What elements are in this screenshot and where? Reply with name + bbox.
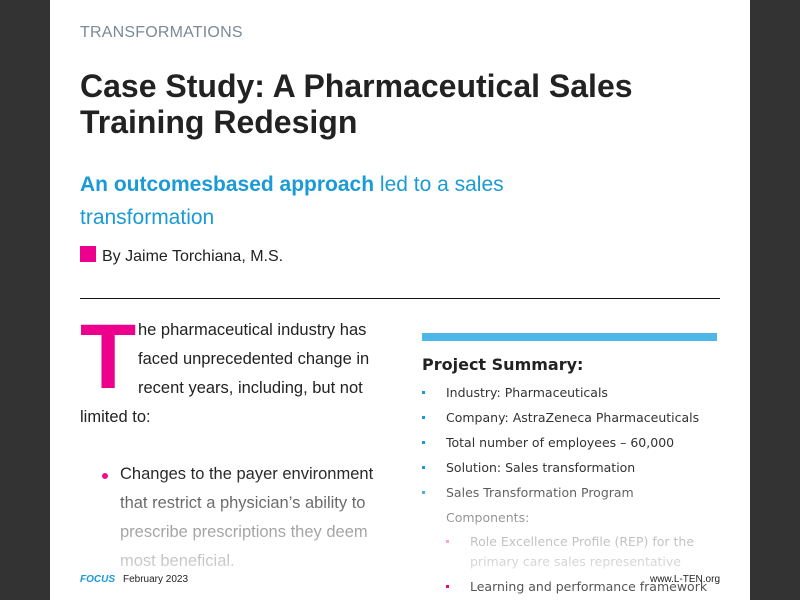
article-subtitle: An outcomesbased approach led to a sales…: [80, 168, 640, 234]
project-summary-box: Project Summary: Industry: Pharmaceutica…: [422, 333, 717, 600]
summary-accent-bar: [422, 333, 717, 341]
summary-item: Industry: Pharmaceuticals: [422, 380, 717, 405]
magenta-square-icon: [80, 246, 96, 262]
byline: By Jaime Torchiana, M.S.: [80, 246, 284, 266]
article-body: T he pharmaceutical industry has faced u…: [80, 306, 400, 576]
intro-paragraph: he pharmaceutical industry has faced unp…: [80, 321, 370, 426]
publication-name: FOCUS: [80, 574, 115, 585]
section-label: TRANSFORMATIONS: [80, 24, 243, 41]
footer-left: FOCUS February 2023: [80, 574, 188, 585]
summary-list: Industry: Pharmaceuticals Company: Astra…: [422, 380, 717, 530]
bullet-item: Changes to the payer environment that re…: [100, 460, 400, 576]
summary-sub-item: Role Excellence Profile (REP) for the pr…: [446, 530, 717, 575]
summary-heading: Project Summary:: [422, 355, 584, 374]
issue-date: February 2023: [123, 574, 189, 585]
subtitle-bold: An outcomesbased approach: [80, 173, 375, 196]
document-page: TRANSFORMATIONS Case Study: A Pharmaceut…: [50, 0, 750, 600]
footer-url: www.L-TEN.org: [649, 574, 720, 585]
bullet-list: Changes to the payer environment that re…: [100, 460, 400, 576]
subtitle-rest: led to a sales transformation: [80, 173, 504, 229]
summary-item: Total number of employees – 60,000: [422, 430, 717, 455]
article-title: Case Study: A Pharmaceutical Sales Train…: [80, 68, 633, 140]
summary-item: Company: AstraZeneca Pharmaceuticals: [422, 405, 717, 430]
divider: [80, 298, 720, 299]
summary-sub-item: Learning and performance framework: [446, 575, 717, 600]
summary-sub-list: Role Excellence Profile (REP) for the pr…: [446, 530, 717, 600]
drop-cap: T: [80, 306, 137, 408]
summary-item: Solution: Sales transformation: [422, 455, 717, 480]
summary-item: Sales Transformation Program Components:: [422, 480, 717, 530]
page-footer: FOCUS February 2023 www.L-TEN.org: [80, 574, 720, 585]
author: By Jaime Torchiana, M.S.: [102, 248, 284, 265]
